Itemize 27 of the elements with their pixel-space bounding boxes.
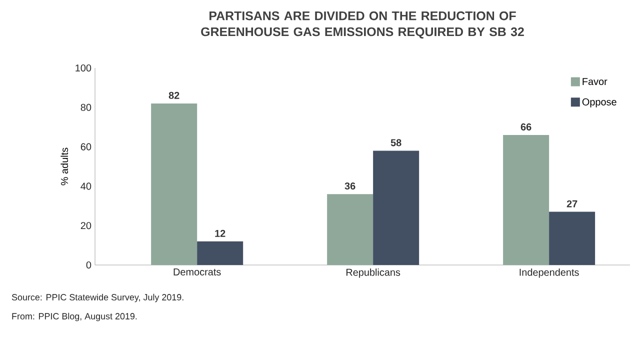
data-label: 82 [168,92,180,99]
data-label: 36 [344,182,356,190]
bar [373,150,420,265]
x-tick-label: Independents [520,268,579,278]
bar [503,134,550,265]
bar [197,241,244,265]
y-tick-label: 100 [76,64,92,72]
source-note: Source: PPIC Statewide Survey, July 2019. [12,294,184,302]
y-tick-label: 20 [80,222,92,230]
text: From: PPIC Blog, August 2019. [12,312,137,322]
legend-label: Oppose [582,98,616,108]
y-tick-label: 0 [86,261,92,269]
data-label: 58 [390,139,402,146]
y-tick-label: 40 [80,182,92,190]
chart-title: PARTISANS ARE DIVIDED ON THE REDUCTION OF GREENHOUSE GAS EMISSIONS REQUIRED BY SB 32 [201,11,524,38]
x-tick-label: Democrats [174,268,221,276]
y-axis-title: % adults [60,148,68,186]
bar [151,103,198,265]
legend-label: Favor [582,78,608,86]
y-tick-label: 60 [80,143,92,150]
y-tick-label: 80 [80,104,92,111]
bar [327,194,374,265]
data-label: 12 [215,230,226,237]
data-label: 27 [566,200,578,208]
bar [549,212,596,265]
data-label: 66 [520,123,532,130]
x-tick-label: Republicans [346,268,400,278]
